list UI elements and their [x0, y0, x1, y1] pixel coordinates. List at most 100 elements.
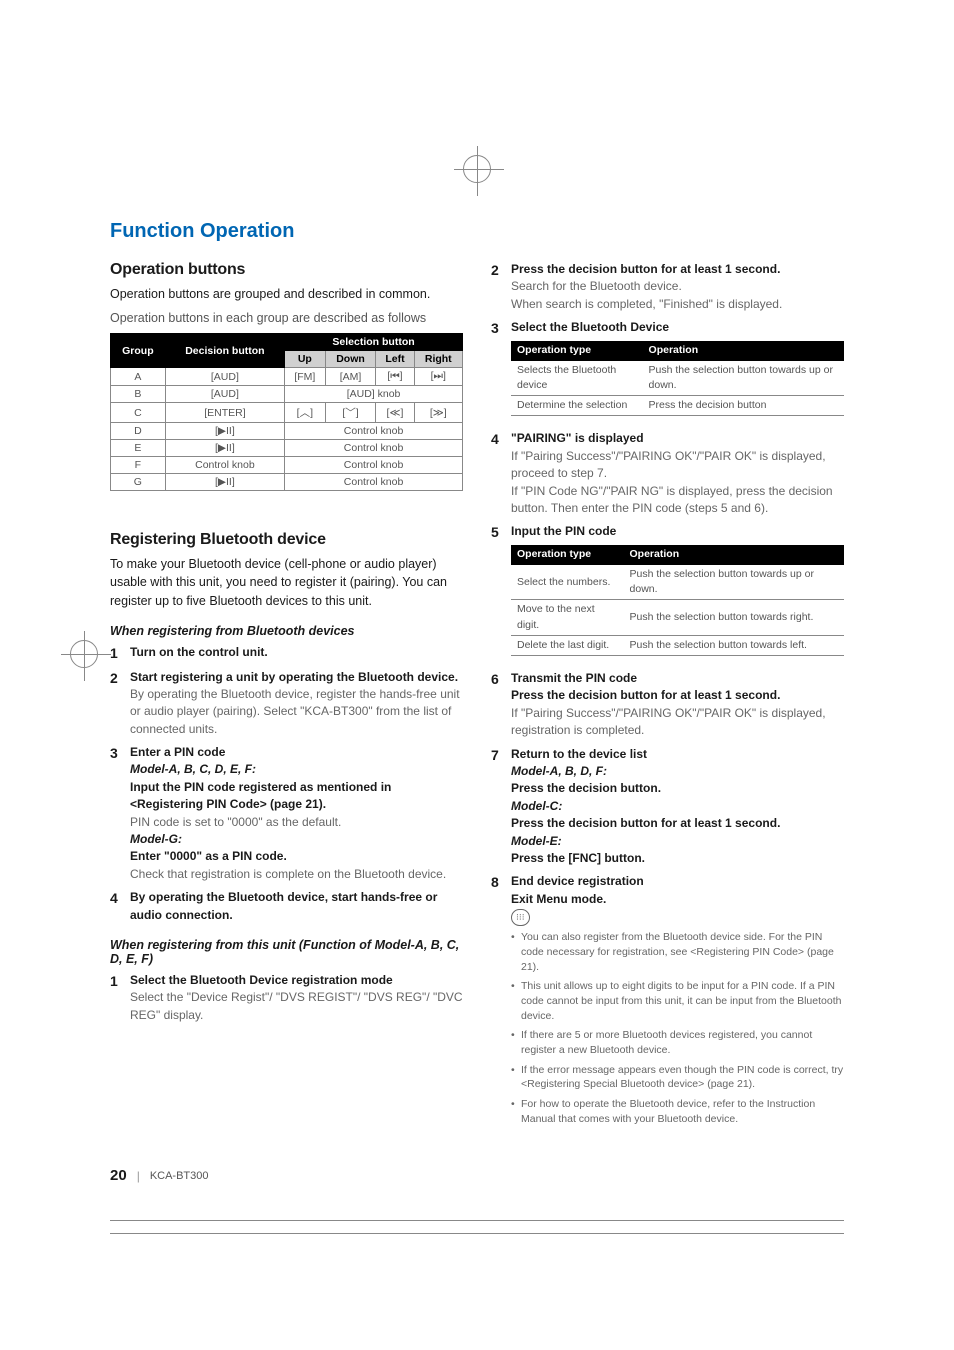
- note-item: For how to operate the Bluetooth device,…: [511, 1097, 844, 1126]
- step-text: Input the PIN code: [511, 524, 616, 538]
- step-number: 3: [491, 319, 505, 424]
- page-number: 20: [110, 1167, 127, 1184]
- table-header: Selection button: [285, 334, 463, 351]
- step-text: Check that registration is complete on t…: [130, 867, 446, 881]
- note-item: If the error message appears even though…: [511, 1063, 844, 1092]
- model-label: Model-E:: [511, 834, 562, 848]
- step-number: 4: [491, 430, 505, 517]
- step-number: 1: [110, 972, 124, 1024]
- bottom-rule: [110, 1220, 844, 1234]
- step-text: Enter a PIN code: [130, 745, 225, 759]
- table-header: Group: [111, 334, 166, 368]
- left-column: Operation buttons Operation buttons are …: [110, 261, 463, 1137]
- table-cell: Select the numbers.: [511, 565, 624, 600]
- step-text: By operating the Bluetooth device, start…: [130, 890, 437, 921]
- step-2r: 2 Press the decision button for at least…: [491, 261, 844, 313]
- table-cell: Delete the last digit.: [511, 635, 624, 655]
- model-label: Model-G:: [130, 832, 182, 846]
- step-text: End device registration: [511, 874, 644, 888]
- step-text: Select the "Device Regist"/ "DVS REGIST"…: [130, 990, 463, 1021]
- step-text: Press the decision button for at least 1…: [511, 688, 780, 702]
- step-text: If "PIN Code NG"/"PAIR NG" is displayed,…: [511, 484, 833, 515]
- table-header: Operation type: [511, 341, 643, 361]
- step-text: Transmit the PIN code: [511, 671, 637, 685]
- step-text: Input the PIN code registered as mention…: [130, 780, 391, 811]
- notes-list: You can also register from the Bluetooth…: [511, 930, 844, 1126]
- step-number: 4: [110, 889, 124, 924]
- step-1: 1 Turn on the control unit.: [110, 644, 463, 663]
- table-subheader: Right: [414, 351, 462, 368]
- step-text: By operating the Bluetooth device, regis…: [130, 687, 460, 736]
- note-item: If there are 5 or more Bluetooth devices…: [511, 1028, 844, 1057]
- table-subheader: Left: [376, 351, 414, 368]
- table-cell: Press the decision button: [643, 396, 844, 416]
- step-text: Press the [FNC] button.: [511, 851, 645, 865]
- crop-mark-left: [70, 640, 98, 673]
- step-7r: 7 Return to the device list Model-A, B, …: [491, 746, 844, 868]
- note-icon: ⁝⁝⁝: [511, 909, 530, 926]
- operation-buttons-table: Group Decision button Selection button U…: [110, 333, 463, 491]
- subheading: When registering from Bluetooth devices: [110, 624, 463, 638]
- step-text: Exit Menu mode.: [511, 892, 606, 906]
- step-number: 3: [110, 744, 124, 883]
- table-header: Operation: [643, 341, 844, 361]
- section-registering-bluetooth: Registering Bluetooth device: [110, 531, 463, 549]
- step-text: Search for the Bluetooth device.: [511, 279, 682, 293]
- step-text: If "Pairing Success"/"PAIRING OK"/"PAIR …: [511, 449, 826, 480]
- table-subheader: Up: [285, 351, 326, 368]
- step-6r: 6 Transmit the PIN code Press the decisi…: [491, 670, 844, 740]
- table-cell: Move to the next digit.: [511, 600, 624, 635]
- select-bluetooth-table: Operation typeOperation Selects the Blue…: [511, 341, 844, 417]
- model-label: Model-A, B, D, F:: [511, 764, 607, 778]
- body-text: Operation buttons are grouped and descri…: [110, 285, 463, 303]
- table-cell: Push the selection button towards up or …: [624, 565, 844, 600]
- table-header: Decision button: [165, 334, 284, 368]
- step-text: When search is completed, "Finished" is …: [511, 297, 782, 311]
- step-number: 2: [491, 261, 505, 313]
- table-cell: Determine the selection: [511, 396, 643, 416]
- step-3: 3 Enter a PIN code Model-A, B, C, D, E, …: [110, 744, 463, 883]
- table-cell: Push the selection button towards up or …: [643, 360, 844, 395]
- note-item: This unit allows up to eight digits to b…: [511, 979, 844, 1023]
- step-number: 8: [491, 873, 505, 1131]
- step-number: 6: [491, 670, 505, 740]
- page-footer: 20 | KCA-BT300: [110, 1167, 844, 1184]
- chapter-title: Function Operation: [110, 220, 844, 243]
- step-text: Select the Bluetooth Device registration…: [130, 973, 393, 987]
- step-5r: 5 Input the PIN code Operation typeOpera…: [491, 523, 844, 664]
- step-text: Press the decision button for at least 1…: [511, 262, 780, 276]
- step-8r: 8 End device registration Exit Menu mode…: [491, 873, 844, 1131]
- table-subheader: Down: [325, 351, 376, 368]
- step-4r: 4 "PAIRING" is displayed If "Pairing Suc…: [491, 430, 844, 517]
- step-number: 2: [110, 669, 124, 739]
- crop-mark-top: [463, 155, 491, 188]
- step-text: Return to the device list: [511, 747, 647, 761]
- footer-model: KCA-BT300: [150, 1170, 209, 1182]
- table-header: Operation: [624, 545, 844, 565]
- step-text: PIN code is set to "0000" as the default…: [130, 815, 341, 829]
- step-text: Press the decision button.: [511, 781, 661, 795]
- step-2: 2 Start registering a unit by operating …: [110, 669, 463, 739]
- body-text: Operation buttons in each group are desc…: [110, 309, 463, 327]
- subheading: When registering from this unit (Functio…: [110, 938, 463, 966]
- step-text: If "Pairing Success"/"PAIRING OK"/"PAIR …: [511, 706, 826, 737]
- step-1b: 1 Select the Bluetooth Device registrati…: [110, 972, 463, 1024]
- table-header: Operation type: [511, 545, 624, 565]
- model-label: Model-A, B, C, D, E, F:: [130, 762, 256, 776]
- body-text: To make your Bluetooth device (cell-phon…: [110, 555, 463, 609]
- table-cell: Selects the Bluetooth device: [511, 360, 643, 395]
- section-operation-buttons: Operation buttons: [110, 261, 463, 279]
- step-text: "PAIRING" is displayed: [511, 431, 644, 445]
- model-label: Model-C:: [511, 799, 562, 813]
- pin-code-table: Operation typeOperation Select the numbe…: [511, 545, 844, 656]
- table-cell: Push the selection button towards right.: [624, 600, 844, 635]
- step-4: 4 By operating the Bluetooth device, sta…: [110, 889, 463, 924]
- step-text: Turn on the control unit.: [130, 645, 268, 659]
- footer-divider: |: [137, 1169, 140, 1183]
- step-3r: 3 Select the Bluetooth Device Operation …: [491, 319, 844, 424]
- step-text: Start registering a unit by operating th…: [130, 670, 458, 684]
- step-text: Select the Bluetooth Device: [511, 320, 669, 334]
- step-text: Enter "0000" as a PIN code.: [130, 849, 287, 863]
- step-number: 7: [491, 746, 505, 868]
- right-column: 2 Press the decision button for at least…: [491, 261, 844, 1137]
